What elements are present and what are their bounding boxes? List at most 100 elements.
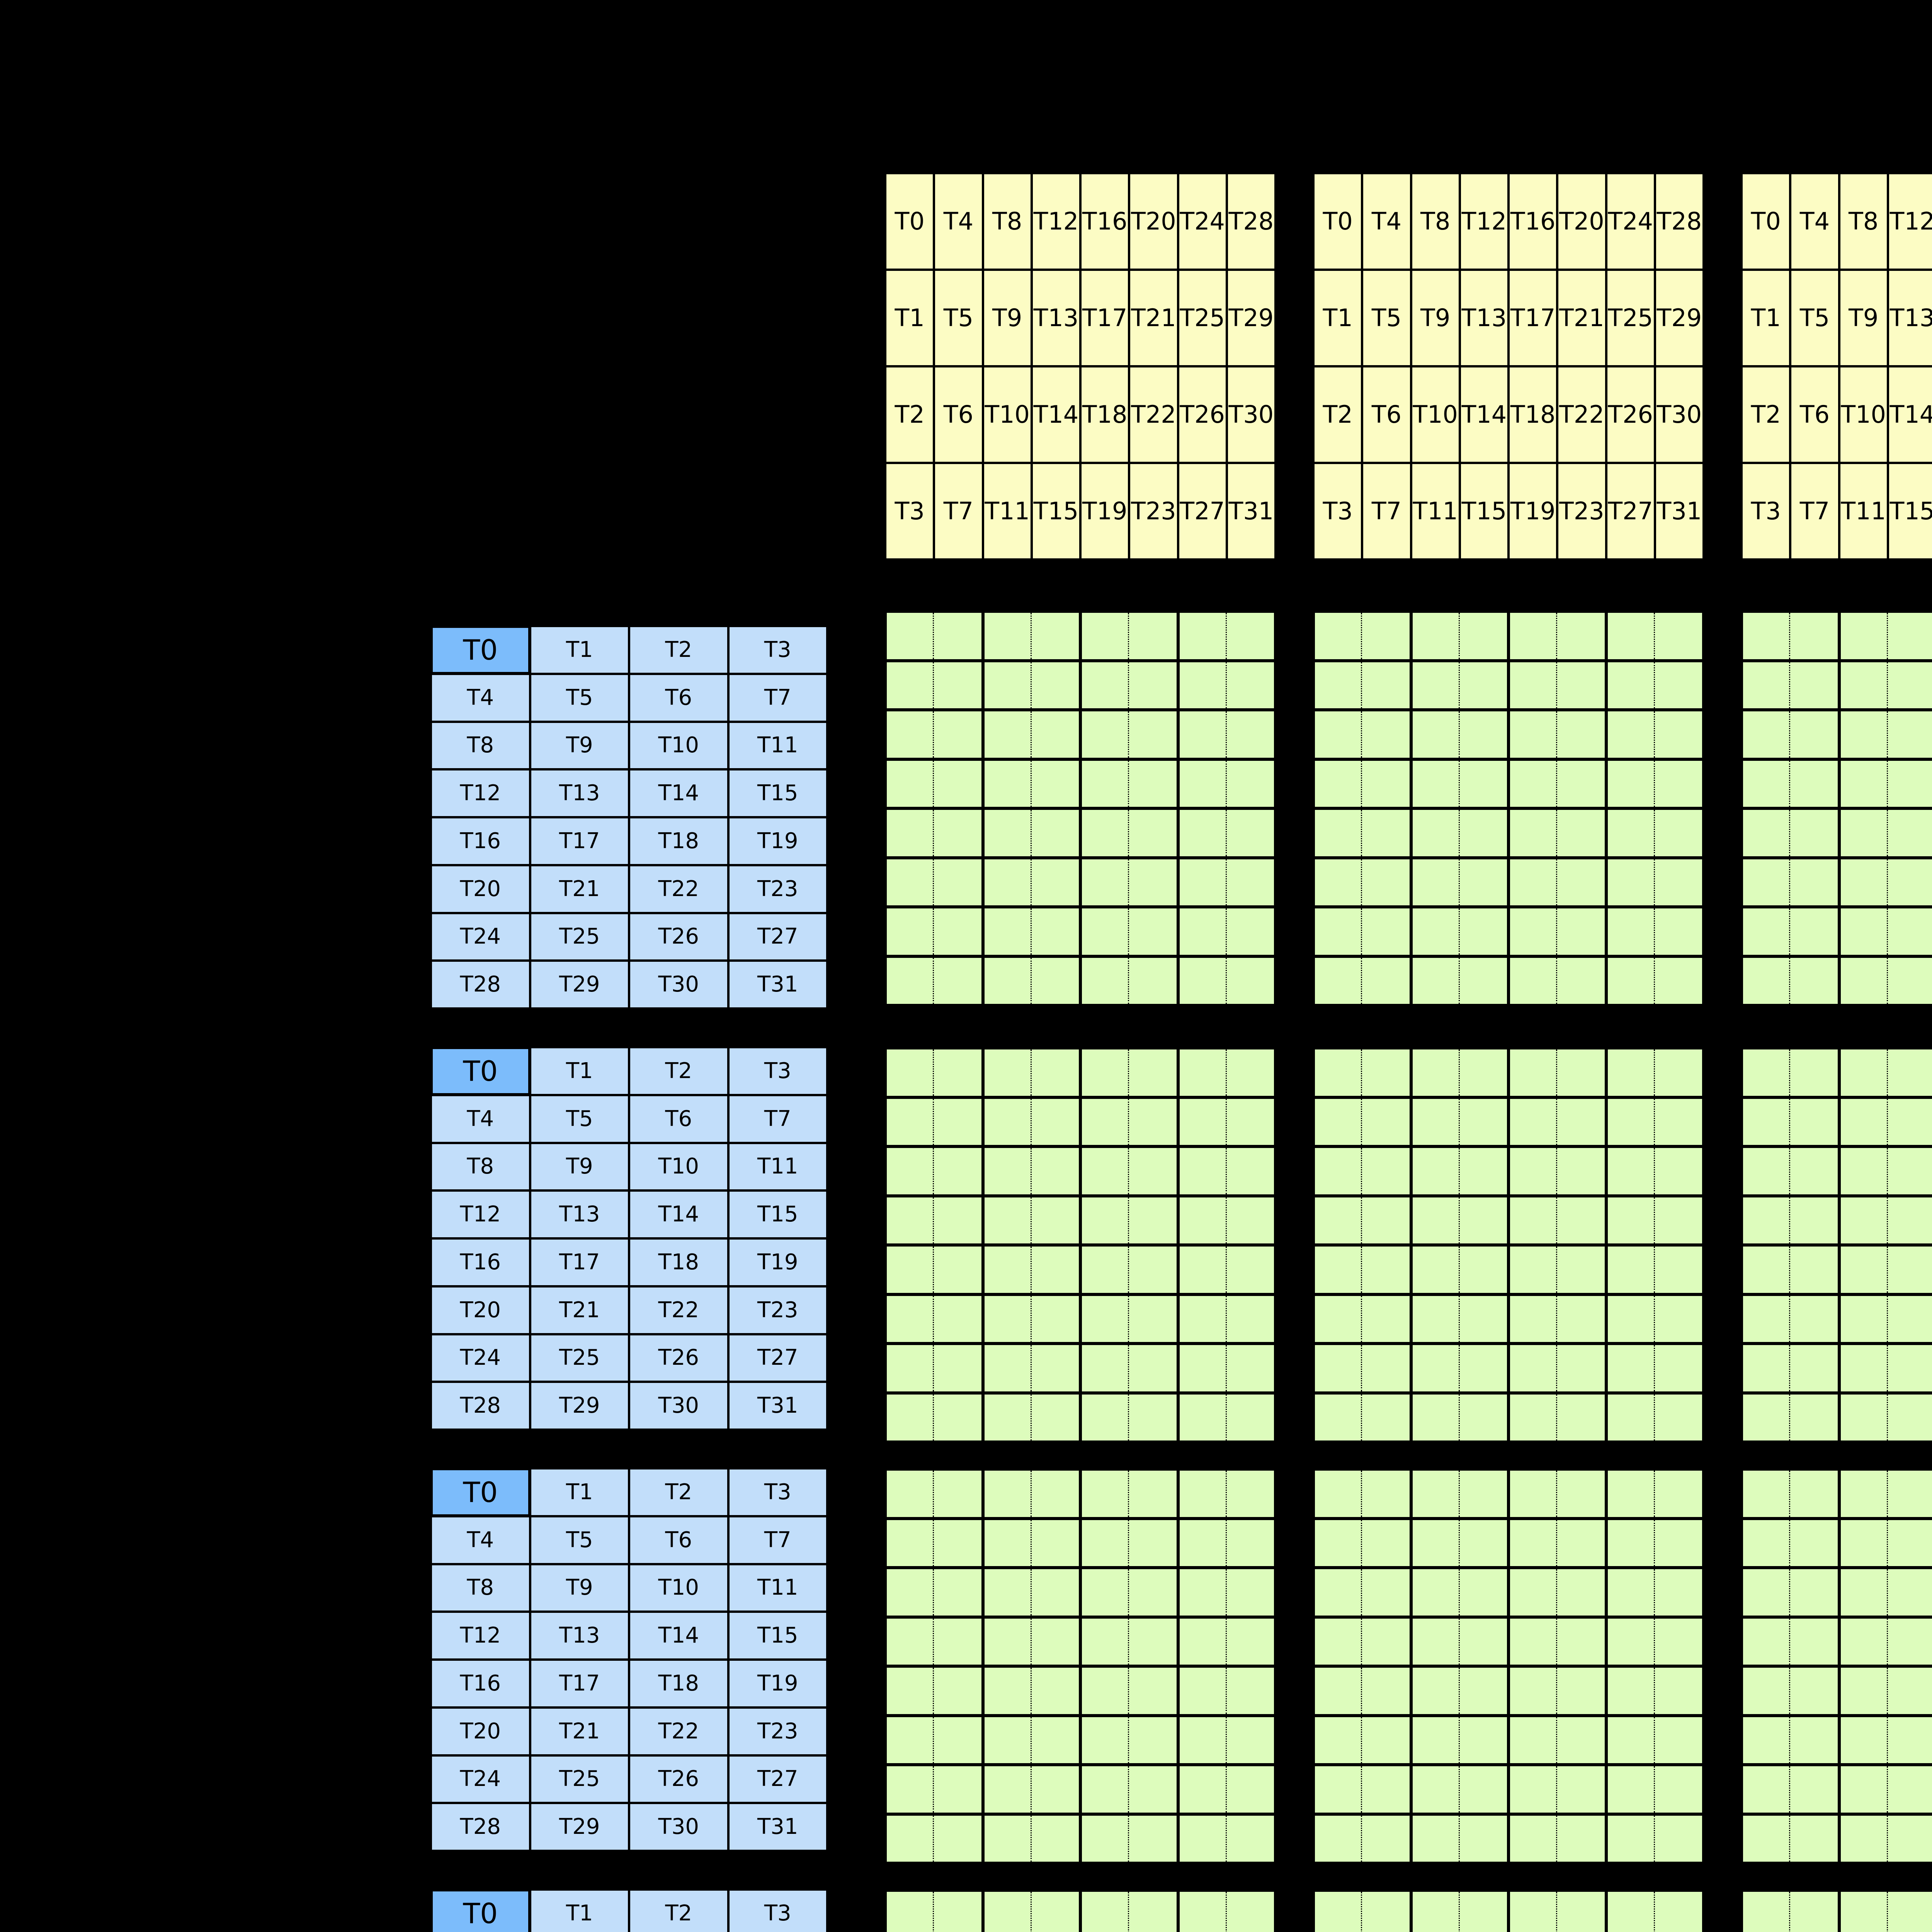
blue-cell-t18[interactable]: T18	[629, 817, 728, 865]
green-cell-r5-c3[interactable]	[1606, 1294, 1704, 1344]
green-cell-r1-c3[interactable]	[1606, 660, 1704, 710]
green-cell-r4-c0[interactable]	[885, 1245, 983, 1294]
green-cell-r5-c1[interactable]	[1839, 1715, 1932, 1765]
green-cell-r2-c1[interactable]	[1839, 1568, 1932, 1617]
green-cell-r3-c3[interactable]	[1606, 759, 1704, 808]
green-cell-r0-c1[interactable]	[1411, 1469, 1509, 1519]
green-cell-r0-c2[interactable]	[1080, 1048, 1178, 1097]
green-cell-r7-c1[interactable]	[1411, 956, 1509, 1005]
green-cell-r6-c3[interactable]	[1178, 907, 1276, 956]
green-cell-r2-c0[interactable]	[1313, 1146, 1411, 1196]
green-cell-r6-c0[interactable]	[1313, 907, 1411, 956]
blue-cell-t2[interactable]: T2	[629, 626, 728, 674]
blue-cell-t10[interactable]: T10	[629, 1564, 728, 1612]
green-cell-r6-c1[interactable]	[983, 1765, 1080, 1814]
green-cell-r4-c1[interactable]	[1839, 808, 1932, 858]
green-cell-r4-c2[interactable]	[1080, 1245, 1178, 1294]
green-cell-r3-c1[interactable]	[1839, 1196, 1932, 1245]
green-cell-r1-c1[interactable]	[1411, 660, 1509, 710]
blue-cell-t29[interactable]: T29	[530, 1803, 629, 1851]
blue-cell-t27[interactable]: T27	[728, 1755, 827, 1803]
green-cell-r2-c3[interactable]	[1178, 1568, 1276, 1617]
green-cell-r2-c3[interactable]	[1606, 1568, 1704, 1617]
green-cell-r2-c0[interactable]	[1313, 1568, 1411, 1617]
blue-cell-t31[interactable]: T31	[728, 1803, 827, 1851]
green-cell-r6-c0[interactable]	[1742, 1344, 1839, 1393]
green-cell-r3-c1[interactable]	[1839, 759, 1932, 808]
blue-cell-t24[interactable]: T24	[431, 1755, 530, 1803]
green-cell-r6-c1[interactable]	[983, 1344, 1080, 1393]
blue-cell-t17[interactable]: T17	[530, 1238, 629, 1286]
green-cell-r3-c1[interactable]	[1411, 1196, 1509, 1245]
green-cell-r7-c2[interactable]	[1509, 1814, 1606, 1863]
green-cell-r1-c3[interactable]	[1178, 660, 1276, 710]
green-cell-r0-c1[interactable]	[983, 1048, 1080, 1097]
green-cell-r0-c2[interactable]	[1509, 611, 1606, 661]
green-cell-r3-c1[interactable]	[983, 1617, 1080, 1666]
green-cell-r3-c0[interactable]	[1742, 1196, 1839, 1245]
green-cell-r1-c2[interactable]	[1080, 1518, 1178, 1568]
green-cell-r0-c0[interactable]	[1313, 1048, 1411, 1097]
green-cell-r5-c1[interactable]	[1839, 1294, 1932, 1344]
green-cell-r2-c2[interactable]	[1080, 1568, 1178, 1617]
green-cell-r0-c3[interactable]	[1178, 1469, 1276, 1519]
blue-cell-t9[interactable]: T9	[530, 1143, 629, 1191]
green-cell-r7-c3[interactable]	[1178, 956, 1276, 1005]
green-cell-r0-c2[interactable]	[1509, 1469, 1606, 1519]
blue-cell-t20[interactable]: T20	[431, 1707, 530, 1755]
blue-cell-t10[interactable]: T10	[629, 721, 728, 770]
green-cell-r3-c2[interactable]	[1509, 1617, 1606, 1666]
green-cell-r3-c0[interactable]	[1742, 759, 1839, 808]
green-cell-r4-c3[interactable]	[1606, 808, 1704, 858]
green-cell-r1-c1[interactable]	[1411, 1097, 1509, 1146]
green-cell-r3-c0[interactable]	[885, 1617, 983, 1666]
green-cell-r4-c0[interactable]	[1742, 808, 1839, 858]
blue-cell-t2[interactable]: T2	[629, 1468, 728, 1516]
blue-cell-t12[interactable]: T12	[431, 1190, 530, 1238]
green-cell-r2-c1[interactable]	[1839, 710, 1932, 759]
green-cell-r5-c0[interactable]	[1313, 857, 1411, 907]
green-cell-r5-c0[interactable]	[1742, 1715, 1839, 1765]
green-cell-r0-c1[interactable]	[983, 611, 1080, 661]
green-cell-r4-c1[interactable]	[983, 1666, 1080, 1716]
blue-cell-t7[interactable]: T7	[728, 1516, 827, 1564]
green-cell-r0-c1[interactable]	[983, 1890, 1080, 1932]
green-cell-r3-c1[interactable]	[983, 1196, 1080, 1245]
blue-cell-t7[interactable]: T7	[728, 1095, 827, 1143]
green-cell-r0-c0[interactable]	[885, 611, 983, 661]
green-cell-r0-c1[interactable]	[1839, 1890, 1932, 1932]
green-cell-r0-c1[interactable]	[983, 1469, 1080, 1519]
green-cell-r6-c1[interactable]	[1411, 1765, 1509, 1814]
green-cell-r5-c2[interactable]	[1509, 857, 1606, 907]
green-cell-r0-c0[interactable]	[1313, 611, 1411, 661]
green-cell-r3-c0[interactable]	[885, 759, 983, 808]
blue-cell-t8[interactable]: T8	[431, 1143, 530, 1191]
green-cell-r6-c2[interactable]	[1080, 907, 1178, 956]
blue-cell-highlight-t0[interactable]: T0	[431, 1889, 530, 1932]
green-cell-r2-c0[interactable]	[885, 1146, 983, 1196]
green-cell-r0-c0[interactable]	[1313, 1890, 1411, 1932]
green-cell-r1-c0[interactable]	[1313, 660, 1411, 710]
green-cell-r1-c0[interactable]	[885, 1097, 983, 1146]
green-cell-r1-c0[interactable]	[885, 1518, 983, 1568]
green-cell-r6-c2[interactable]	[1509, 1344, 1606, 1393]
green-cell-r7-c0[interactable]	[1313, 956, 1411, 1005]
blue-cell-t20[interactable]: T20	[431, 865, 530, 913]
blue-cell-t11[interactable]: T11	[728, 1143, 827, 1191]
blue-cell-t27[interactable]: T27	[728, 913, 827, 961]
green-cell-r7-c3[interactable]	[1606, 1814, 1704, 1863]
green-cell-r6-c3[interactable]	[1606, 1344, 1704, 1393]
green-cell-r7-c0[interactable]	[885, 956, 983, 1005]
green-cell-r3-c1[interactable]	[1839, 1617, 1932, 1666]
green-cell-r0-c2[interactable]	[1509, 1890, 1606, 1932]
green-cell-r0-c2[interactable]	[1509, 1048, 1606, 1097]
green-cell-r7-c2[interactable]	[1080, 956, 1178, 1005]
green-cell-r5-c0[interactable]	[1313, 1294, 1411, 1344]
blue-cell-t18[interactable]: T18	[629, 1660, 728, 1708]
green-cell-r4-c3[interactable]	[1178, 808, 1276, 858]
green-cell-r2-c3[interactable]	[1178, 710, 1276, 759]
green-cell-r2-c2[interactable]	[1509, 1568, 1606, 1617]
blue-cell-t14[interactable]: T14	[629, 769, 728, 817]
green-cell-r2-c0[interactable]	[1742, 1146, 1839, 1196]
green-cell-r4-c2[interactable]	[1509, 808, 1606, 858]
